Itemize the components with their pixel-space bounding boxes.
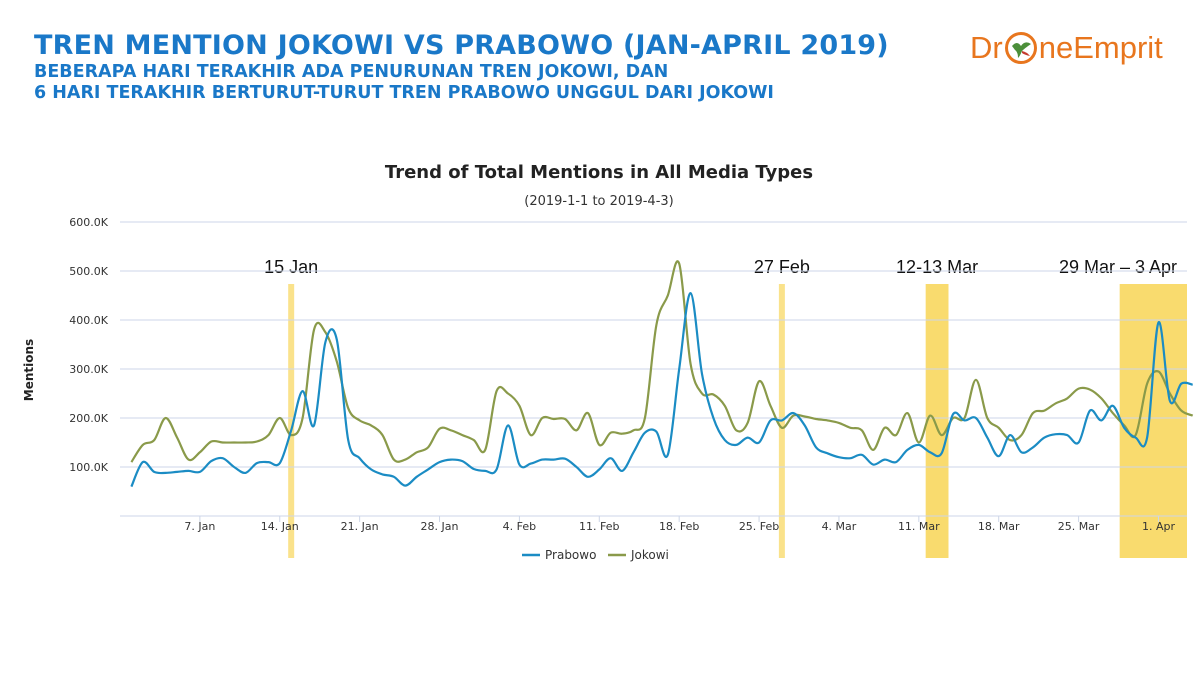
y-tick-label: 400.0K: [69, 314, 108, 327]
legend-label-jokowi: Jokowi: [630, 548, 669, 562]
x-tick-label: 1. Apr: [1142, 520, 1175, 533]
highlight-bands: 15 Jan 27 Feb 12-13 Mar 29 Mar – 3 Apr: [264, 257, 1187, 558]
x-tick-label: 11. Feb: [579, 520, 619, 533]
series-line-prabowo: [130, 291, 1193, 488]
page-title: TREN MENTION JOKOWI VS PRABOWO (JAN-APRI…: [34, 30, 889, 61]
highlight-label-4: 29 Mar – 3 Apr: [1059, 257, 1177, 277]
x-tick-label: 25. Mar: [1058, 520, 1100, 533]
x-tick-label: 14. Jan: [261, 520, 299, 533]
x-tick-label: 4. Feb: [503, 520, 536, 533]
x-tick-label: 11. Mar: [898, 520, 940, 533]
series-lines: [130, 260, 1194, 488]
highlight-band-4: [1119, 284, 1187, 558]
highlight-label-1: 15 Jan: [264, 257, 318, 277]
y-axis-label: Mentions: [22, 339, 36, 401]
grid-lines: [120, 221, 1187, 522]
drone-bird-icon: [1004, 32, 1037, 64]
x-tick-label: 25. Feb: [739, 520, 779, 533]
chart-subtitle: (2019-1-1 to 2019-4-3): [524, 194, 673, 209]
highlight-label-2: 27 Feb: [754, 257, 810, 277]
y-tick-label: 100.0K: [69, 461, 108, 474]
tick-labels: 100.0K 200.0K 300.0K 400.0K 500.0K 600.0K 7. J…: [69, 216, 1175, 533]
y-tick-label: 200.0K: [69, 412, 108, 425]
x-tick-label: 4. Mar: [822, 520, 857, 533]
page-subtitle-line-1: BEBERAPA HARI TERAKHIR ADA PENURUNAN TRE…: [34, 62, 669, 82]
x-tick-label: 18. Feb: [659, 520, 699, 533]
drone-emprit-logo: Dr neEmprit: [970, 26, 1163, 70]
x-tick-label: 21. Jan: [341, 520, 379, 533]
y-tick-label: 600.0K: [69, 216, 108, 229]
highlight-band-3: [925, 284, 949, 558]
legend-label-prabowo: Prabowo: [545, 548, 596, 562]
y-tick-label: 300.0K: [69, 363, 108, 376]
header: TREN MENTION JOKOWI VS PRABOWO (JAN-APRI…: [34, 30, 889, 104]
x-tick-label: 28. Jan: [421, 520, 459, 533]
x-tick-label: 18. Mar: [978, 520, 1020, 533]
x-tick-label: 7. Jan: [184, 520, 215, 533]
page-subtitle-line-2: 6 HARI TERAKHIR BERTURUT-TURUT TREN PRAB…: [34, 83, 774, 103]
chart-legend: Prabowo Jokowi: [522, 548, 669, 562]
highlight-label-3: 12-13 Mar: [896, 257, 978, 277]
y-tick-label: 500.0K: [69, 265, 108, 278]
logo-text-part-1: Dr: [970, 30, 1003, 65]
chart-title: Trend of Total Mentions in All Media Typ…: [385, 162, 813, 183]
logo-text-part-2: neEmprit: [1038, 30, 1163, 65]
highlight-band-1: [288, 284, 295, 558]
